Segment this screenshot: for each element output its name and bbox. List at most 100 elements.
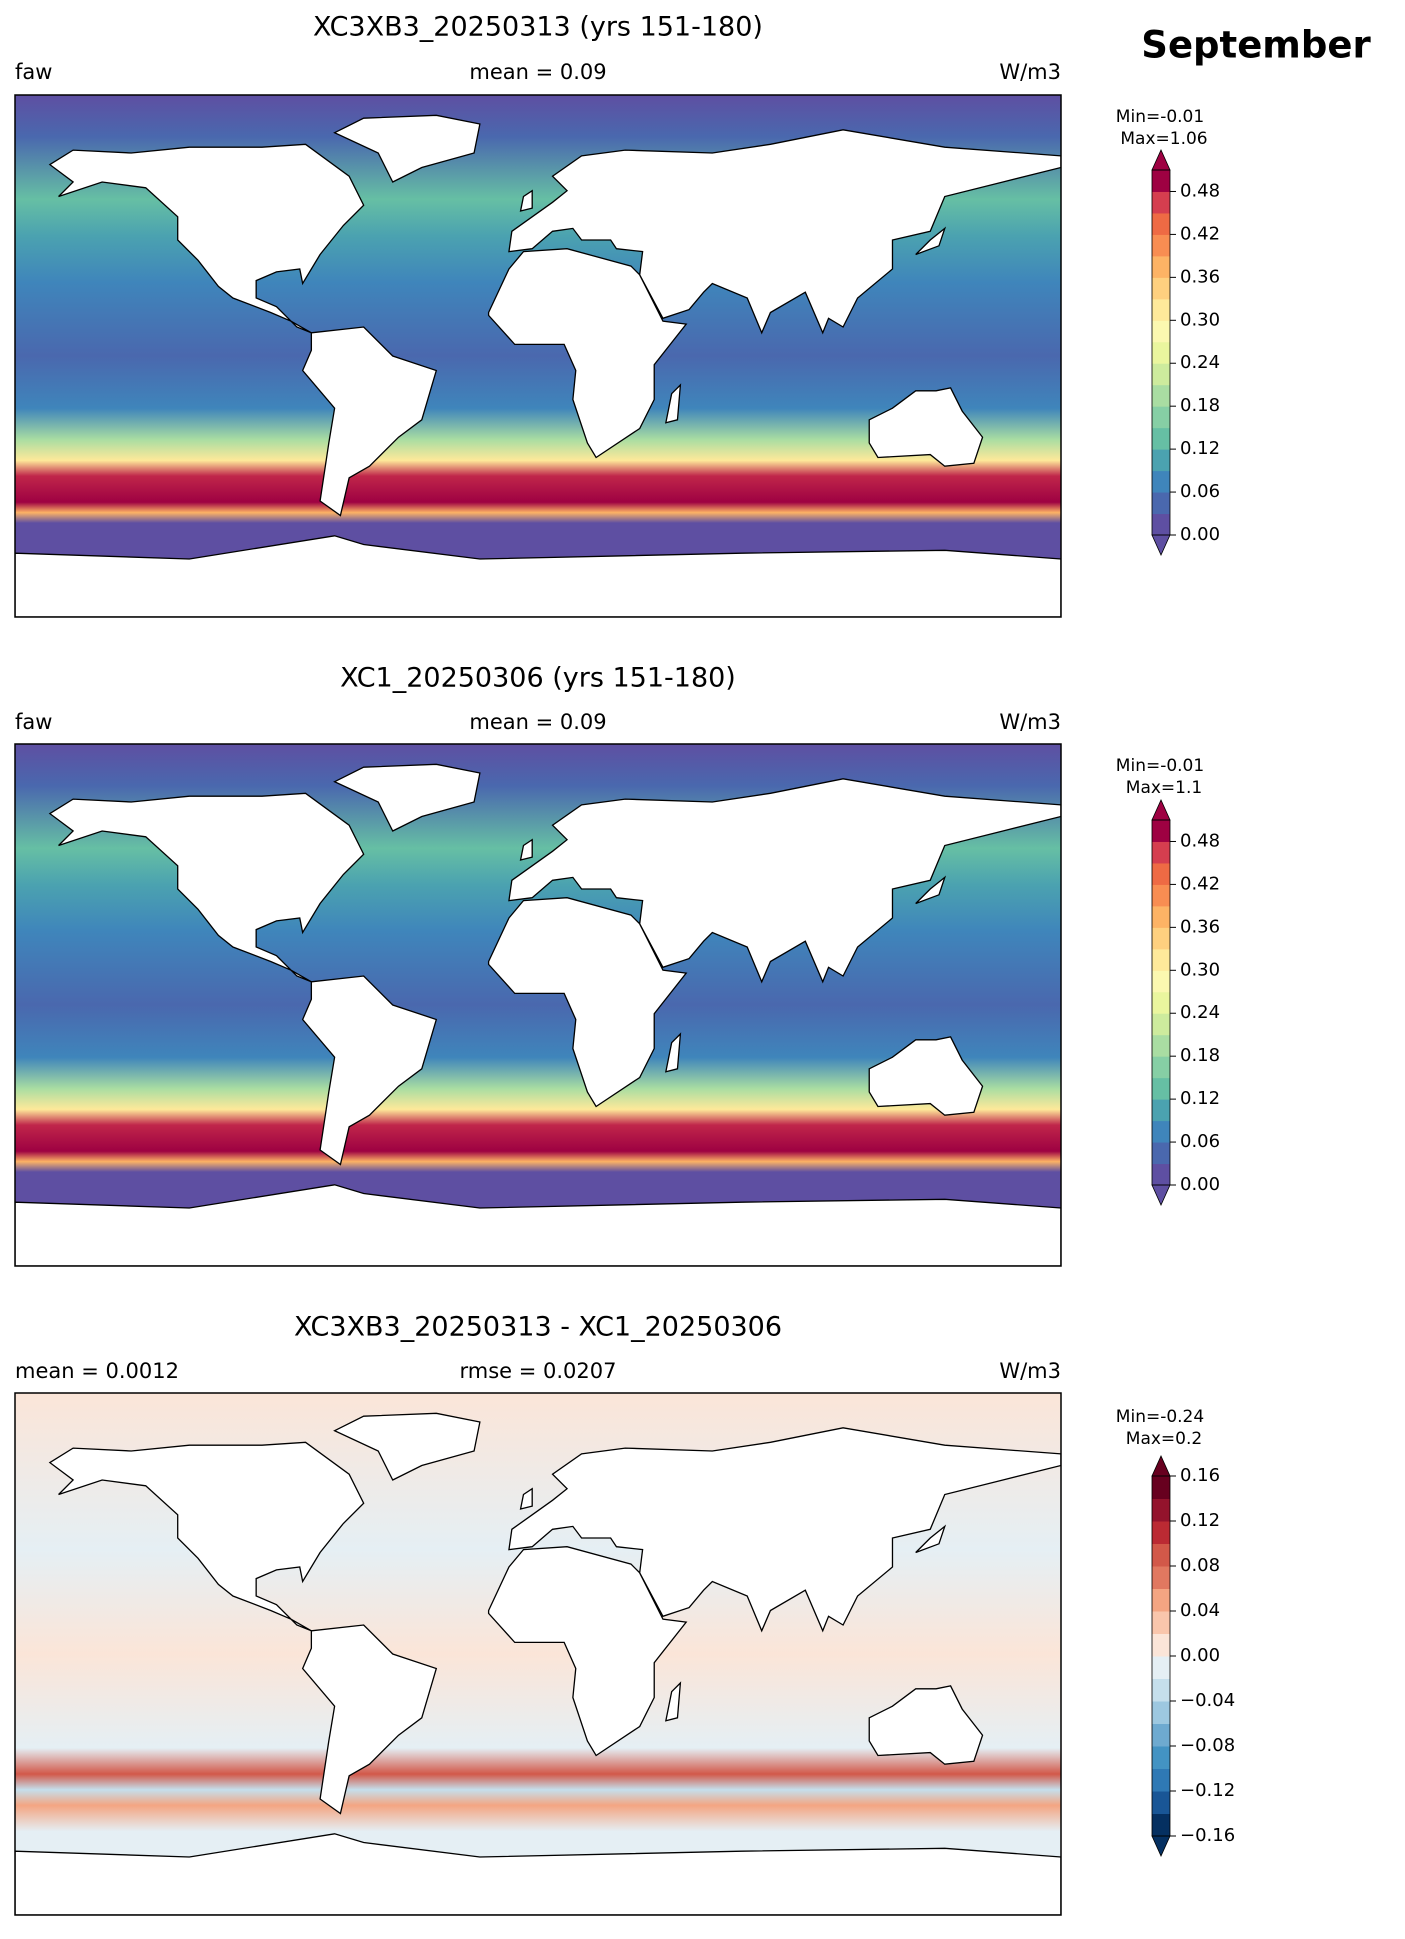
colorbar-segment [1152,384,1170,407]
max-label: Max=1.06 [1120,129,1207,149]
map [15,1393,1061,1915]
colorbar-segment [1152,320,1170,343]
colorbar-segment [1152,1678,1170,1702]
colorbar-segment [1152,1813,1170,1837]
colorbar-segment [1152,1723,1170,1747]
colorbar-tick-label: 0.24 [1180,352,1220,373]
min-label: Min=-0.01 [1116,756,1204,776]
map-frame [14,1392,1062,1916]
colorbar-segment [1152,1746,1170,1769]
colorbar-segment [1152,1611,1170,1634]
colorbar-segment [1152,1077,1170,1100]
colorbar-segment [1152,1163,1170,1186]
colorbar-segment [1152,948,1170,971]
center-label: mean = 0.09 [469,710,606,734]
colorbar-extend-high [1151,1455,1171,1477]
colorbar-segment [1152,1099,1170,1122]
colorbar-tick-label: 0.48 [1180,830,1220,851]
panel-title: XC3XB3_20250313 - XC1_20250306 [294,1312,782,1343]
colorbar-segment [1152,970,1170,993]
colorbar-tick-label: −0.08 [1180,1735,1235,1756]
map [15,95,1061,617]
colorbar-tick-label: 0.12 [1180,1088,1220,1109]
colorbar-segment [1152,1120,1170,1143]
right-label: W/m3 [999,60,1061,84]
colorbar-tick-label: 0.00 [1180,1174,1220,1195]
colorbar-tick-label: 0.36 [1180,916,1220,937]
colorbar-segment [1152,1521,1170,1544]
colorbar-segment [1152,341,1170,364]
colorbar-segment [1152,470,1170,493]
min-label: Min=-0.24 [1116,1407,1204,1427]
max-label: Max=1.1 [1126,778,1202,798]
colorbar-tick-label: 0.12 [1180,438,1220,459]
colorbar-tick-label: 0.00 [1180,524,1220,545]
colorbar-extend-high [1151,799,1171,821]
colorbar-tick-label: 0.18 [1180,1045,1220,1066]
colorbar-segment [1152,1013,1170,1036]
colorbar-segment [1152,1543,1170,1567]
colorbar-segment [1152,1056,1170,1079]
colorbar-segment [1152,927,1170,950]
colorbar-segment [1152,1566,1170,1589]
colorbar-extend-low [1151,1184,1171,1206]
colorbar-segment [1152,991,1170,1014]
colorbar-tick-label: 0.42 [1180,873,1220,894]
colorbar-segment [1152,884,1170,907]
colorbar-tick-label: 0.18 [1180,395,1220,416]
colorbar-tick-label: 0.48 [1180,180,1220,201]
left-label: mean = 0.0012 [15,1359,179,1383]
colorbar-segment [1152,1633,1170,1657]
colorbar-segment [1152,862,1170,885]
colorbar-tick-label: −0.04 [1180,1690,1235,1711]
colorbar-segment [1152,212,1170,235]
colorbar-segment [1152,841,1170,864]
colorbar-segment [1152,1034,1170,1057]
colorbar-segment [1152,513,1170,536]
colorbar-tick-label: 0.12 [1180,1510,1220,1531]
colorbar-segment [1152,1768,1170,1792]
colorbar-segment [1152,492,1170,515]
panel-title: XC3XB3_20250313 (yrs 151-180) [313,12,763,43]
left-label: faw [15,710,52,734]
colorbar-segment [1152,1656,1170,1679]
right-label: W/m3 [999,710,1061,734]
colorbar-extend-low [1151,534,1171,556]
colorbar-segment [1152,170,1170,192]
colorbar-segment [1152,820,1170,842]
colorbar-segment [1152,1701,1170,1724]
colorbar-extend-low [1151,1835,1171,1857]
left-label: faw [15,60,52,84]
colorbar-segment [1152,191,1170,214]
colorbar-segment [1152,427,1170,450]
colorbar-segment [1152,277,1170,300]
colorbar-segment [1152,1142,1170,1165]
colorbar-tick-label: 0.30 [1180,309,1220,330]
colorbar-segment [1152,1498,1170,1522]
panel-title: XC1_20250306 (yrs 151-180) [340,663,736,694]
map [15,744,1061,1266]
colorbar-segment [1152,1791,1170,1814]
center-label: mean = 0.09 [469,60,606,84]
max-label: Max=0.2 [1126,1429,1202,1449]
colorbar-segment [1152,1476,1170,1499]
colorbar-segment [1152,298,1170,321]
colorbar-tick-label: 0.30 [1180,959,1220,980]
map-frame [14,743,1062,1267]
colorbar-extend-high [1151,149,1171,171]
colorbar-frame [1151,819,1171,1186]
right-label: W/m3 [999,1359,1061,1383]
colorbar-frame [1151,169,1171,536]
colorbar-segment [1152,449,1170,472]
colorbar-tick-label: 0.36 [1180,266,1220,287]
center-label: rmse = 0.0207 [459,1359,616,1383]
colorbar-tick-label: −0.16 [1180,1825,1235,1846]
colorbar-segment [1152,363,1170,386]
colorbar-tick-label: 0.08 [1180,1555,1220,1576]
colorbar-segment [1152,1588,1170,1612]
colorbar-segment [1152,255,1170,278]
colorbar-tick-label: −0.12 [1180,1780,1235,1801]
colorbar-tick-label: 0.06 [1180,481,1220,502]
colorbar-segment [1152,406,1170,429]
